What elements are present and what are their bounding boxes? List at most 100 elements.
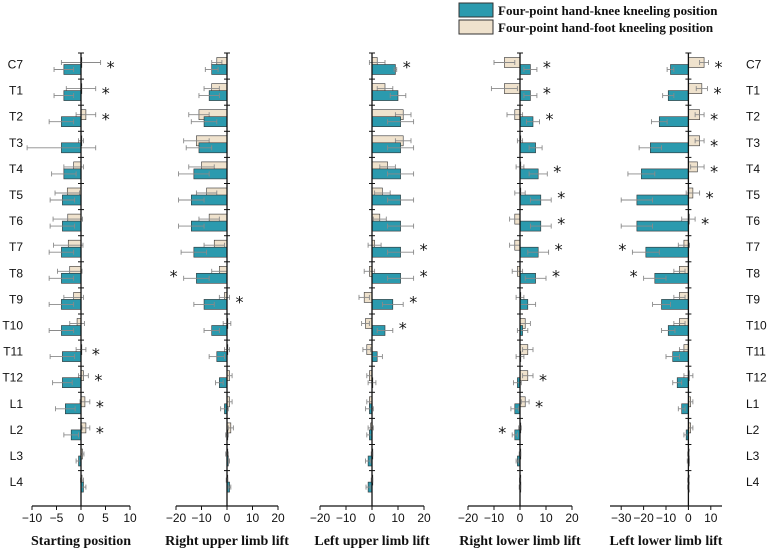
bar-knee-c7 [371,64,396,75]
vertebra-label-left-l4: L4 [10,475,24,489]
vertebra-label-right-t12: T12 [746,371,767,385]
vertebra-label-right-t2: T2 [746,110,760,124]
vertebra-label-left-t1: T1 [9,84,23,98]
vertebra-label-left-t8: T8 [9,266,23,280]
significance-marker-t4: * [710,162,718,181]
vertebra-labels-right: C7 T1 T2 T3 T4 T5 T6 T7 T8 T9 T10 T11 T12 L1 L2 L3 L4 [746,58,767,490]
x-tick-label: 20 [417,511,431,525]
significance-marker-c7: * [715,58,723,77]
x-tick-label: −10 [336,511,357,525]
vertebra-label-left-t4: T4 [9,162,23,176]
x-tick-label: −10 [484,511,505,525]
legend-swatch-knee [458,2,494,18]
vertebra-label-left-l3: L3 [10,449,24,463]
x-tick-label: 0 [517,511,524,525]
vertebra-label-left-c7: C7 [8,58,24,72]
vertebra-label-right-t9: T9 [746,292,760,306]
significance-marker-t4: * [553,162,561,181]
x-tick-label: 10 [704,511,718,525]
x-tick-label: −10 [191,511,212,525]
x-tick-label: −20 [633,511,654,525]
significance-marker-t8: * [420,266,428,285]
significance-marker-t1: * [713,84,721,103]
significance-marker-t2: * [710,110,718,129]
vertebra-label-right-t5: T5 [746,188,760,202]
significance-marker-t8: * [630,266,638,285]
vertebra-label-left-t7: T7 [9,240,23,254]
panel-title: Right lower limb lift [459,534,581,549]
x-tick-label: 0 [369,511,376,525]
panel-4: * * * * * * * * * * * −20 −10 0 10 20 Right lower limb l… [458,52,581,549]
vertebra-label-left-t12: T12 [2,371,23,385]
significance-marker-c7: * [107,58,115,77]
significance-marker-t8: * [552,266,560,285]
vertebra-label-left-l2: L2 [10,423,24,437]
significance-marker-t6: * [701,214,709,233]
significance-marker-l2: * [498,423,506,442]
panel-2: * * −20 −10 0 10 20 Right upper limb lift [165,52,289,549]
x-tick-label: 10 [539,511,553,525]
significance-marker-t10: * [399,319,407,338]
significance-marker-t8: * [170,266,178,285]
x-tick-label: 5 [102,511,109,525]
vertebra-label-left-t2: T2 [9,110,23,124]
significance-marker-t2: * [546,110,554,129]
panel-title: Starting position [31,534,131,549]
x-tick-label: −30 [611,511,632,525]
vertebra-label-left-t3: T3 [9,136,23,150]
significance-marker-t2: * [102,110,110,129]
x-tick-label: 0 [685,511,692,525]
vertebra-label-right-l4: L4 [746,475,760,489]
vertebra-label-left-t5: T5 [9,188,23,202]
panel-title: Left lower limb lift [610,534,723,549]
significance-marker-t11: * [92,345,100,364]
significance-marker-t5: * [706,188,714,207]
significance-marker-t9: * [409,292,417,311]
panel-title: Left upper limb lift [314,534,430,549]
x-tick-label: −20 [458,511,479,525]
x-tick-label: 10 [246,511,260,525]
vertebra-label-right-l3: L3 [746,449,760,463]
vertebra-label-left-t11: T11 [3,345,23,359]
significance-marker-t12: * [539,371,547,390]
vertebra-label-right-t8: T8 [746,266,760,280]
x-tick-label: 0 [224,511,231,525]
significance-marker-t7: * [420,240,428,259]
significance-marker-t1: * [102,84,110,103]
vertebra-label-right-t3: T3 [746,136,760,150]
x-tick-label: 10 [123,511,137,525]
significance-marker-t3: * [710,136,718,155]
significance-marker-t5: * [557,188,565,207]
vertebra-label-left-l1: L1 [10,397,24,411]
x-tick-label: −10 [22,511,43,525]
vertebra-label-right-t6: T6 [746,214,760,228]
vertebra-labels-left: C7 T1 T2 T3 T4 T5 T6 T7 T8 T9 T10 T11 T12 L1 L2 L3 L4 [2,58,23,490]
vertebra-label-right-t1: T1 [746,84,760,98]
significance-marker-l1: * [96,397,104,416]
legend: Four-point hand-knee kneeling position F… [458,2,718,35]
legend-label-foot: Four-point hand-foot kneeling position [498,20,714,35]
significance-marker-t6: * [557,214,565,233]
significance-marker-l2: * [96,423,104,442]
vertebra-label-right-c7: C7 [746,58,762,72]
significance-marker-t12: * [94,371,102,390]
vertebra-label-right-t11: T11 [746,345,766,359]
vertebra-label-left-t9: T9 [9,292,23,306]
x-tick-label: 10 [391,511,405,525]
x-tick-label: −5 [50,511,64,525]
significance-marker-t9: * [236,292,244,311]
significance-marker-t7: * [618,240,626,259]
vertebra-label-left-t6: T6 [9,214,23,228]
significance-marker-t7: * [555,240,563,259]
x-tick-label: 20 [565,511,579,525]
vertebra-label-right-l2: L2 [746,423,760,437]
x-tick-label: −20 [166,511,187,525]
panel-title: Right upper limb lift [165,534,289,549]
panel-1: * * * * * * * −10 −5 0 5 10 Starting position [22,52,137,549]
significance-marker-l1: * [535,397,543,416]
significance-marker-t1: * [543,84,551,103]
